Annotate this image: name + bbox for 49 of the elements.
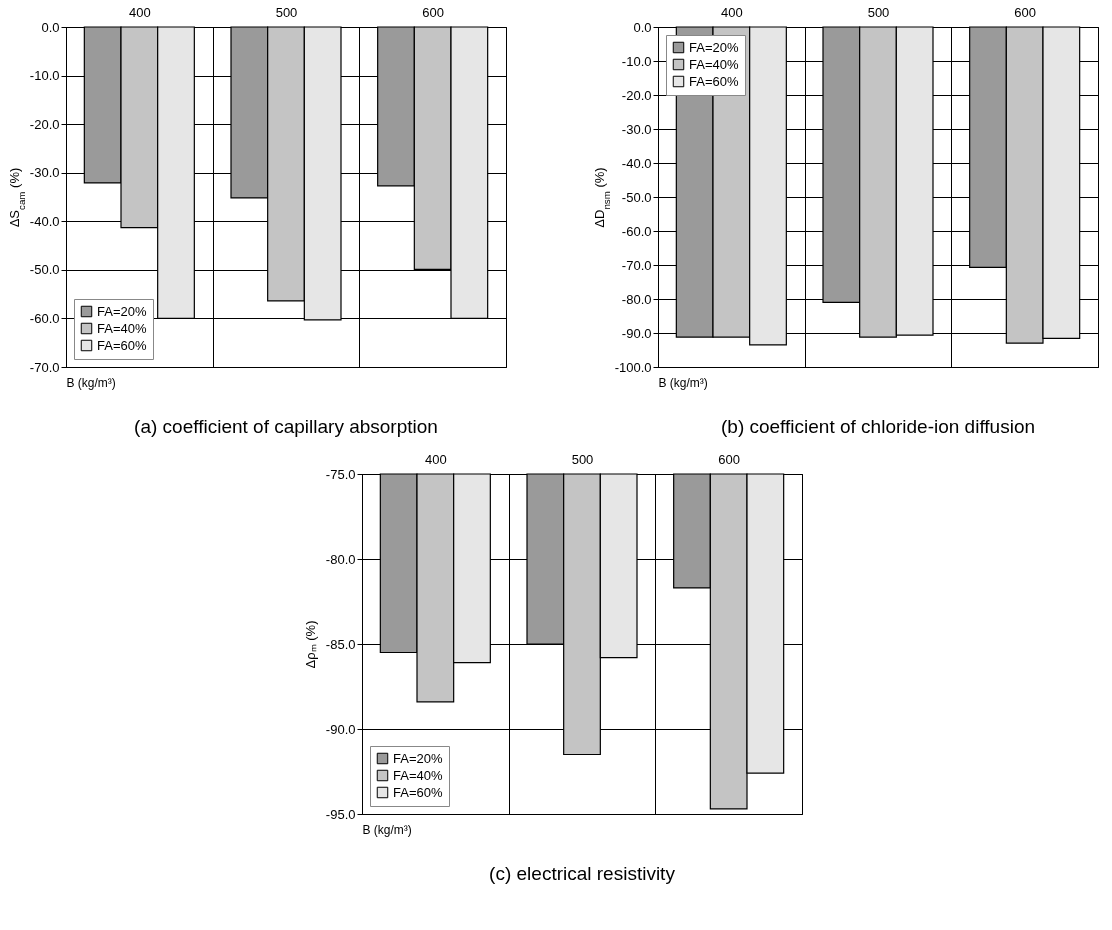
legend-label: FA=60% (689, 73, 739, 89)
y-tick-label: -95.0 (325, 806, 356, 822)
x-axis-title: B (kg/m³) (658, 375, 708, 390)
y-tick-label: 0.0 (41, 19, 60, 35)
y-tick-label: -100.0 (614, 359, 652, 375)
y-tick-label: -50.0 (29, 262, 60, 278)
x-axis-title: B (kg/m³) (66, 375, 116, 390)
y-tick-label: -30.0 (621, 121, 652, 137)
legend-label: FA=40% (97, 320, 147, 336)
y-tick-label: -80.0 (621, 291, 652, 307)
x-tick-label: 500 (275, 4, 298, 20)
x-tick-label: 400 (128, 4, 151, 20)
y-tick-label: -70.0 (29, 359, 60, 375)
x-tick-label: 400 (424, 451, 447, 467)
x-axis-title: B (kg/m³) (362, 822, 412, 837)
text: (a) coefficient of capillary absorption (134, 416, 438, 437)
legend-label: FA=20% (689, 39, 739, 55)
y-tick-label: -40.0 (29, 213, 60, 229)
x-tick-label: 600 (422, 4, 445, 20)
y-tick-label: -70.0 (621, 257, 652, 273)
y-tick-label: -50.0 (621, 189, 652, 205)
legend-label: FA=60% (393, 784, 443, 800)
y-tick-label: -85.0 (325, 636, 356, 652)
legend-label: FA=60% (97, 337, 147, 353)
y-tick-label: -10.0 (621, 53, 652, 69)
y-tick-label: -20.0 (29, 116, 60, 132)
y-tick-label: -30.0 (29, 165, 60, 181)
x-tick-label: 500 (867, 4, 890, 20)
y-tick-label: -20.0 (621, 87, 652, 103)
y-axis-title: Δρₘ (%) (302, 620, 318, 669)
legend-label: FA=20% (97, 303, 147, 319)
text: (b) coefficient of chloride-ion diffusion (720, 416, 1036, 437)
y-tick-label: 0.0 (633, 19, 652, 35)
y-tick-label: -90.0 (621, 325, 652, 341)
x-tick-label: 400 (720, 4, 743, 20)
x-tick-label: 600 (1014, 4, 1037, 20)
x-tick-label: 600 (718, 451, 741, 467)
legend-label: FA=20% (393, 750, 443, 766)
x-tick-label: 500 (571, 451, 594, 467)
y-tick-label: -90.0 (325, 721, 356, 737)
y-tick-label: -80.0 (325, 551, 356, 567)
y-tick-label: -10.0 (29, 68, 60, 84)
y-tick-label: -75.0 (325, 466, 356, 482)
text: (c) electrical resistivity (489, 863, 676, 884)
y-tick-label: -60.0 (29, 310, 60, 326)
legend-label: FA=40% (689, 56, 739, 72)
y-tick-label: -60.0 (621, 223, 652, 239)
y-tick-label: -40.0 (621, 155, 652, 171)
legend-label: FA=40% (393, 767, 443, 783)
